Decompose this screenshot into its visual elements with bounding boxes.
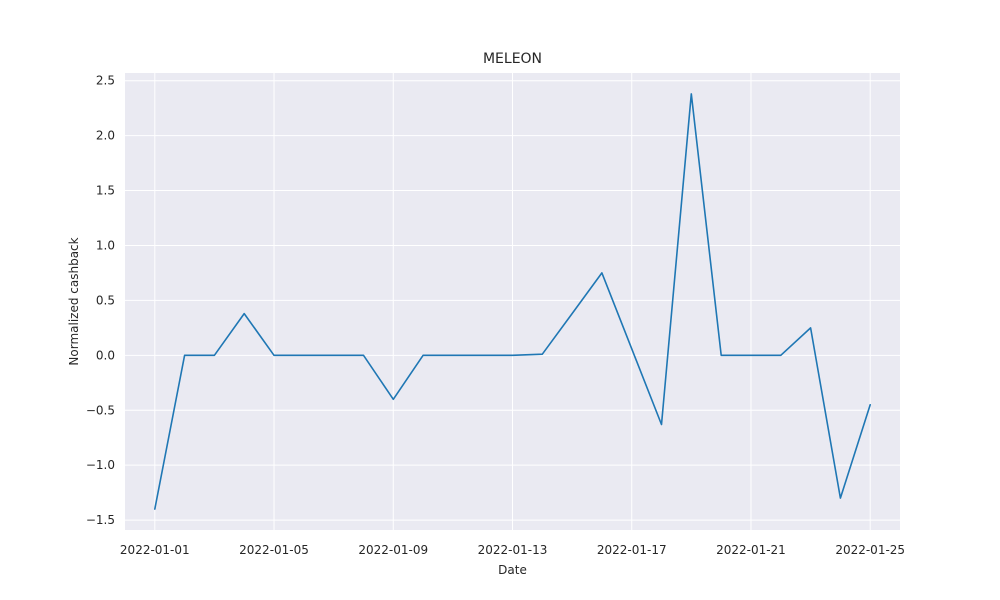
- x-tick-label: 2022-01-21: [716, 543, 786, 557]
- y-tick-labels: −1.5 −1.0 −0.5 0.0 0.5 1.0 1.5 2.0 2.5: [86, 74, 115, 527]
- y-tick-label: −1.0: [86, 458, 115, 472]
- series-line: [154, 93, 871, 510]
- y-tick-label: 1.5: [96, 184, 115, 198]
- x-tick-label: 2022-01-05: [239, 543, 309, 557]
- x-axis-label: Date: [498, 563, 527, 577]
- y-tick-label: 0.0: [96, 348, 115, 362]
- y-tick-label: 1.0: [96, 238, 115, 252]
- y-tick-label: −1.5: [86, 513, 115, 527]
- y-axis-label: Normalized cashback: [67, 237, 81, 365]
- x-tick-label: 2022-01-09: [358, 543, 428, 557]
- y-tick-label: 0.5: [96, 293, 115, 307]
- x-tick-label: 2022-01-17: [597, 543, 667, 557]
- x-tick-label: 2022-01-25: [835, 543, 905, 557]
- x-gridlines: [154, 73, 871, 530]
- chart-title: MELEON: [483, 51, 542, 67]
- x-tick-label: 2022-01-13: [478, 543, 548, 557]
- y-tick-label: 2.0: [96, 129, 115, 143]
- x-tick-labels: 2022-01-01 2022-01-05 2022-01-09 2022-01-13…: [120, 543, 905, 557]
- x-tick-label: 2022-01-01: [120, 543, 190, 557]
- y-tick-label: −0.5: [86, 403, 115, 417]
- y-tick-label: 2.5: [96, 74, 115, 88]
